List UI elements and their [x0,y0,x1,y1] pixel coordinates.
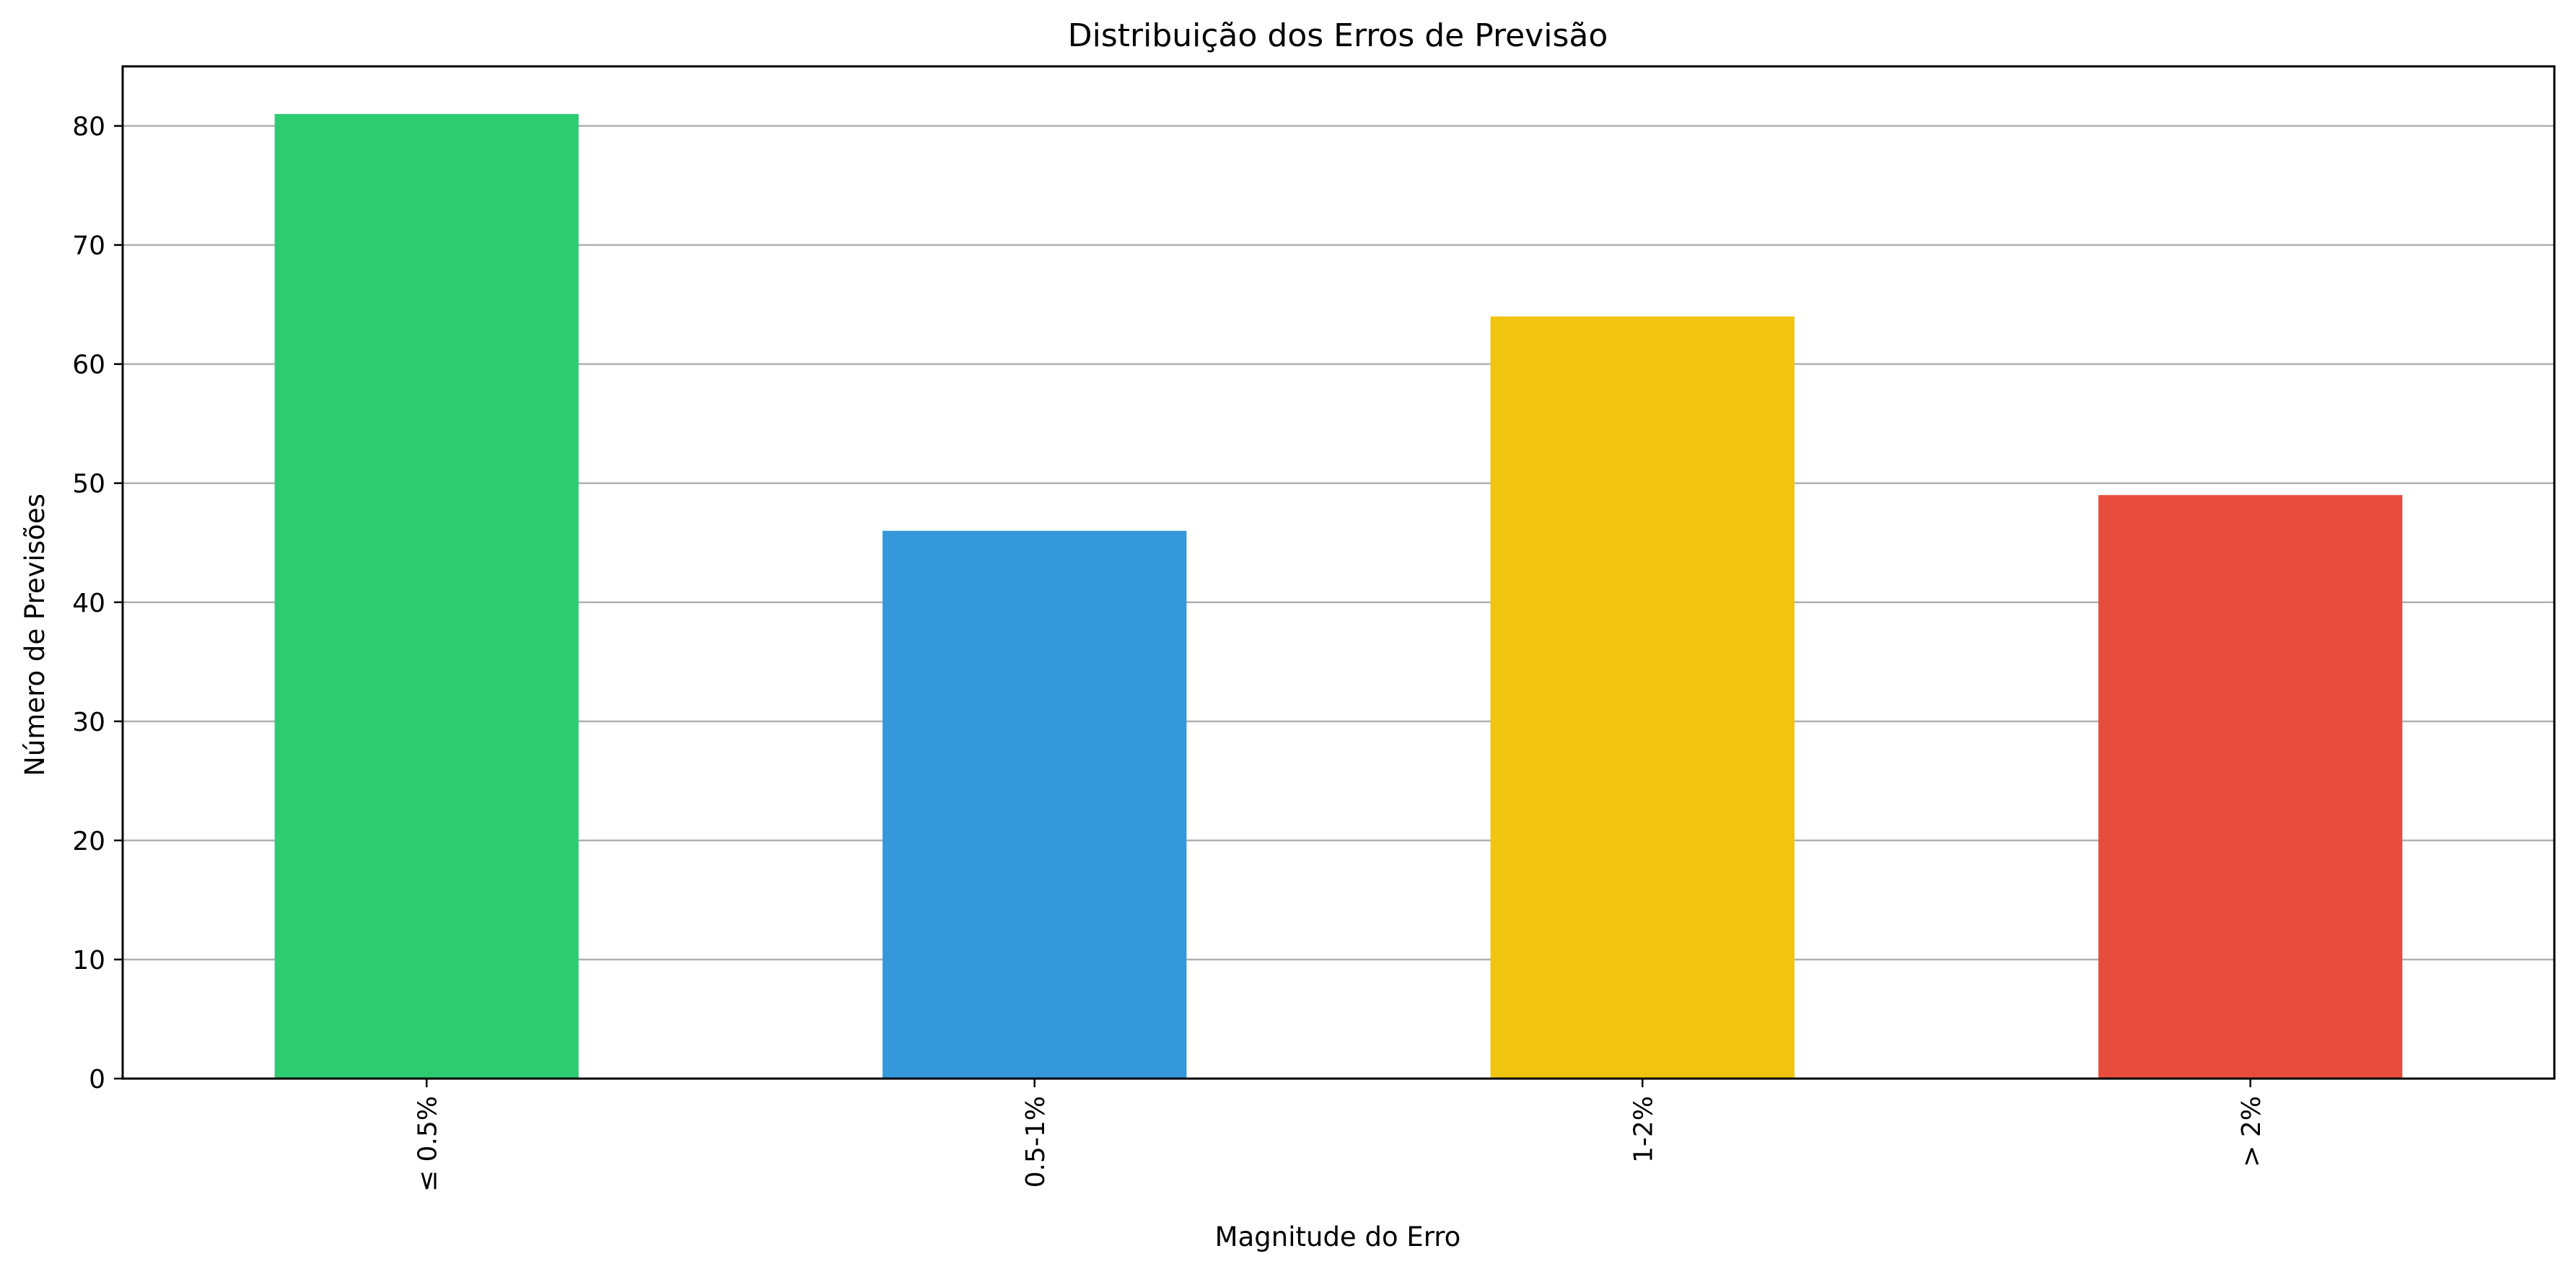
chart-title: Distribuição dos Erros de Previsão [1068,17,1608,54]
x-tick-label: ≤ 0.5% [413,1096,442,1192]
x-tick-label: 0.5-1% [1021,1096,1051,1188]
x-tick-label: > 2% [2237,1096,2266,1167]
y-tick-label: 0 [89,1065,105,1094]
x-tick-label: 1-2% [1629,1096,1658,1163]
bar [882,530,1187,1079]
x-axis-label: Magnitude do Erro [1215,1221,1461,1252]
bars [274,114,2403,1079]
y-tick-label: 20 [72,827,105,856]
y-tick-label: 10 [72,946,105,975]
x-axis-ticks: ≤ 0.5% 0.5-1% 1-2% > 2% [413,1079,2266,1192]
bar [2098,495,2403,1079]
y-tick-label: 30 [72,708,105,737]
y-axis-label: Número de Previsões [19,493,51,776]
plot-frame [121,65,2556,1080]
y-tick-label: 50 [72,470,105,499]
bar [1490,316,1795,1079]
y-tick-label: 40 [72,589,105,618]
y-tick-label: 60 [72,351,105,380]
bar [274,114,579,1079]
y-tick-label: 80 [72,113,105,142]
y-tick-label: 70 [72,232,105,261]
y-axis-ticks: 0 10 20 30 40 50 60 70 80 [72,113,123,1094]
